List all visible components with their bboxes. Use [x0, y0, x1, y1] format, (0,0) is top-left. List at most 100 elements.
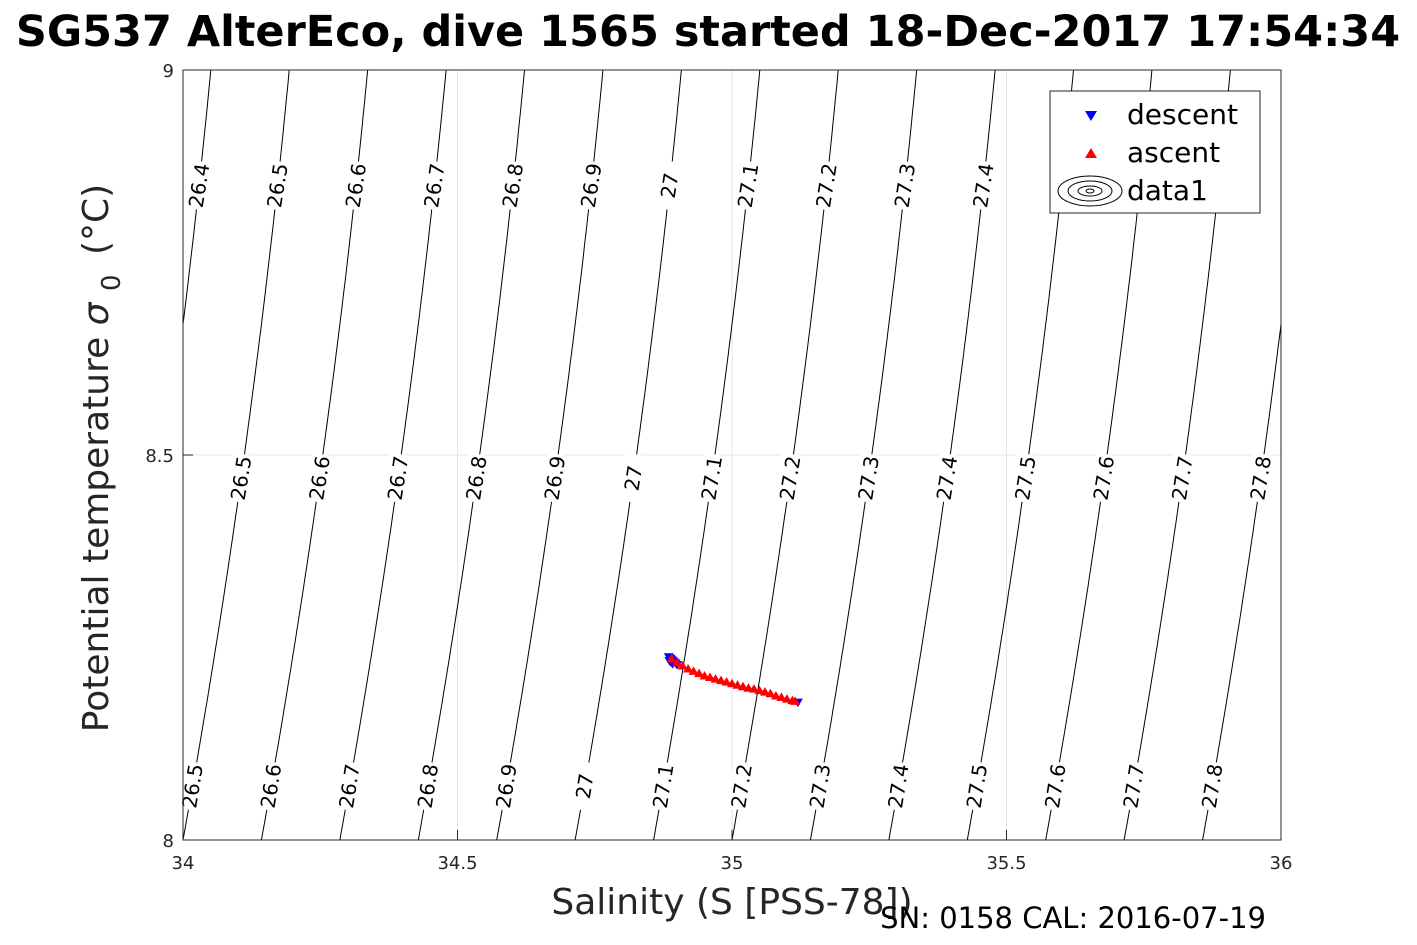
y-axis-label-subscript: 0: [97, 274, 127, 291]
contour-label-bg: [333, 760, 366, 812]
ascent-point: [748, 684, 759, 693]
contour-label-middle: 26.7: [382, 452, 414, 504]
legend-data1-label: data1: [1127, 174, 1208, 207]
contour-label-bottom: 27.4: [882, 760, 915, 812]
contour-label-bg: [647, 760, 679, 812]
contour-label-bg: [732, 159, 764, 212]
contour-label-bottom: 27.7: [1118, 760, 1150, 812]
contour-label-text: 27: [571, 772, 599, 801]
contour-label-bg: [725, 760, 758, 812]
serial-cal-footer: SN: 0158 CAL: 2016-07-19: [880, 901, 1266, 935]
contour-label-bg: [1196, 760, 1228, 812]
y-axis-label-sigma: σ: [76, 301, 117, 325]
contour-label-bg: [255, 760, 287, 812]
contour-label-bottom: 26.6: [255, 760, 287, 812]
x-tick-label: 34: [172, 853, 195, 874]
contour-label-bg: [303, 452, 336, 504]
legend-ascent-label: ascent: [1127, 136, 1220, 169]
contour-label-bg: [882, 760, 915, 812]
contour-label-bottom: 27.2: [725, 760, 758, 812]
contour-label-top: 26.8: [497, 159, 529, 212]
ascent-point: [721, 677, 732, 686]
ascent-point: [683, 664, 694, 673]
contour-label-middle: 26.8: [460, 452, 493, 504]
ascent-point: [694, 668, 705, 678]
x-tick-label: 36: [1270, 853, 1293, 874]
contour-label-middle: 27.7: [1166, 452, 1198, 504]
contour-line: [182, 69, 212, 363]
y-tick-label: 9: [163, 61, 174, 82]
contour-label-bg: [176, 760, 209, 812]
contour-label-top: 27: [653, 159, 686, 212]
contour-label-bg: [490, 760, 522, 812]
contour-label-bg: [225, 452, 257, 504]
contour-label-top: 26.5: [261, 159, 294, 212]
contour-label-middle: 27: [617, 452, 649, 504]
contour-line: [1202, 285, 1282, 841]
contour-label-bg: [1166, 452, 1198, 504]
ascent-point: [666, 654, 677, 663]
contour-label-bottom: 27.5: [961, 760, 993, 812]
contour-label-bottom: 26.5: [176, 760, 209, 812]
contour-label-bg: [1039, 760, 1071, 812]
data-points: [663, 653, 803, 708]
ascent-point: [765, 688, 776, 698]
y-tick-label: 8.5: [145, 446, 174, 467]
ascent-point: [716, 675, 727, 685]
x-tick-label: 34.5: [437, 853, 477, 874]
x-tick-label: 35.5: [986, 853, 1026, 874]
legend-contour-icon: [1057, 175, 1123, 207]
x-tick-label: 35: [721, 853, 744, 874]
contour-label-bg: [1118, 760, 1150, 812]
contour-label-bg: [569, 760, 601, 812]
legend: descent ascent data1: [1049, 90, 1261, 214]
contour-label-bg: [418, 159, 451, 212]
contour-label-bg: [967, 159, 1000, 212]
contour-label-middle: 27.1: [696, 452, 728, 504]
ascent-point: [732, 680, 743, 689]
contour-label-bg: [1009, 452, 1042, 504]
legend-descent-label: descent: [1127, 98, 1238, 131]
ascent-point: [710, 674, 721, 683]
ascent-point: [770, 691, 781, 700]
contour-label-bg: [460, 452, 493, 504]
contour-label-bg: [852, 452, 885, 504]
contour-label-bg: [810, 159, 843, 212]
ascent-point: [776, 692, 787, 702]
contour-label-top: 26.6: [340, 159, 372, 212]
chart-title: SG537 AlterEco, dive 1565 started 18-Dec…: [16, 7, 1400, 57]
y-tick-label: 8: [163, 831, 174, 852]
contour-label-bg: [539, 452, 571, 504]
contour-label-bottom: 27: [569, 760, 601, 812]
legend-descent-marker: [1085, 111, 1097, 121]
contour-label-bg: [1088, 452, 1120, 504]
contour-label-top: 27.2: [810, 159, 843, 212]
contour-label-bg: [497, 159, 529, 212]
legend-box: [1049, 90, 1261, 214]
contour-label-bg: [261, 159, 294, 212]
contour-label-bg: [412, 760, 444, 812]
contour-label-bg: [382, 452, 414, 504]
contour-label-bg: [931, 452, 963, 504]
y-axis-label-unit: (°C): [76, 184, 117, 255]
contour-label-bg: [617, 452, 649, 504]
ascent-point: [790, 696, 801, 705]
contour-label-bottom: 27.1: [647, 760, 679, 812]
contour-label-bg: [653, 159, 686, 212]
contour-label-bottom: 27.6: [1039, 760, 1071, 812]
contour-label-bg: [961, 760, 993, 812]
ascent-point: [699, 670, 710, 680]
svg-text:Potential temperature σ: Potential temperature σ 0 (°C): [76, 184, 129, 732]
contour-label-bg: [804, 760, 836, 812]
axes: [182, 69, 1282, 841]
contour-label-bg: [340, 159, 372, 212]
contour-label-bg: [696, 452, 728, 504]
contour-label-middle: 26.5: [225, 452, 257, 504]
x-axis-label: Salinity (S [PSS-78]): [551, 882, 912, 923]
contour-label-bg: [183, 159, 215, 212]
contour-label-bg: [575, 159, 607, 212]
ascent-point: [688, 666, 699, 675]
y-axis-label-text: Potential temperature: [76, 337, 117, 732]
tick-labels: 34 34.5 35 35.5 36 8 8.5 9: [145, 61, 1292, 874]
